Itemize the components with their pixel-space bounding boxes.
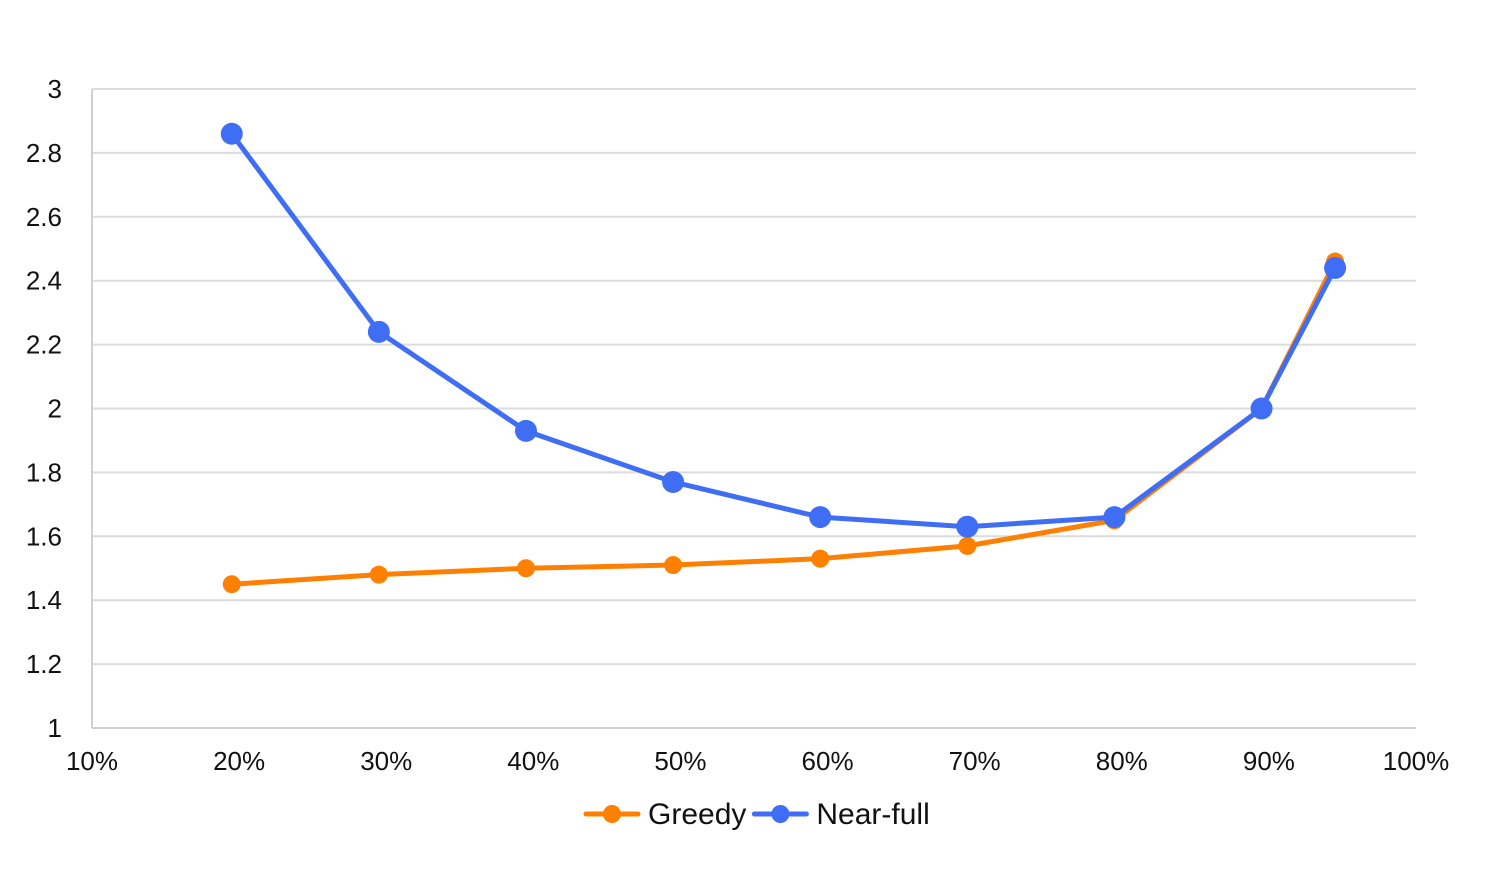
axes: 1 1.2 1.4 1.6 1.8 2 2.2 2.4 2.6 2.8 3 10% 20% 30% 40% 5…: [26, 74, 1449, 776]
data-point-near-full: [1324, 256, 1347, 279]
x-tick-label: 50%: [654, 746, 706, 776]
data-point-greedy: [958, 536, 977, 555]
x-tick-label: 20%: [213, 746, 265, 776]
legend-label-greedy: Greedy: [648, 798, 746, 831]
data-point-near-full: [1103, 506, 1126, 529]
data-point-greedy: [222, 575, 241, 594]
data-point-near-full: [662, 470, 685, 493]
grid: [92, 88, 1416, 666]
legend-marker-greedy: [603, 805, 621, 823]
x-tick-label: 30%: [360, 746, 412, 776]
legend-label-near-full: Near-full: [816, 798, 929, 831]
x-tick-label: 100%: [1383, 746, 1450, 776]
y-tick-label: 1.4: [26, 585, 62, 615]
x-tick-label: 10%: [66, 746, 118, 776]
legend-item-greedy: Greedy: [583, 798, 746, 831]
series-line-near-full: [229, 131, 1338, 530]
series: [220, 122, 1347, 594]
data-point-greedy: [664, 556, 683, 575]
y-tick-label: 3: [48, 74, 62, 104]
data-point-near-full: [1250, 397, 1273, 420]
y-tick-label: 2.4: [26, 266, 62, 296]
data-point-greedy: [516, 559, 535, 578]
x-tick-label: 80%: [1096, 746, 1148, 776]
data-point-near-full: [809, 506, 832, 529]
legend-item-near-full: Near-full: [751, 798, 930, 831]
y-tick-label: 2: [48, 394, 62, 424]
legend: Greedy Near-full: [583, 798, 930, 831]
y-tick-label: 1.2: [26, 649, 62, 679]
data-point-near-full: [220, 122, 243, 145]
legend-marker-near-full: [771, 805, 790, 823]
x-tick-label: 70%: [949, 746, 1001, 776]
data-point-near-full: [514, 419, 537, 442]
data-point-greedy: [811, 549, 830, 568]
x-tick-label: 40%: [507, 746, 559, 776]
x-tick-label: 60%: [802, 746, 854, 776]
y-tick-label: 2.2: [26, 330, 62, 360]
y-tick-label: 2.8: [26, 138, 62, 168]
x-tick-label: 90%: [1243, 746, 1295, 776]
data-point-greedy: [369, 565, 388, 584]
y-tick-label: 1.6: [26, 521, 62, 551]
y-tick-label: 2.6: [26, 202, 62, 232]
y-tick-label: 1.8: [26, 457, 62, 487]
y-tick-label: 1: [48, 713, 62, 743]
data-point-near-full: [956, 515, 979, 538]
data-point-near-full: [367, 320, 390, 343]
